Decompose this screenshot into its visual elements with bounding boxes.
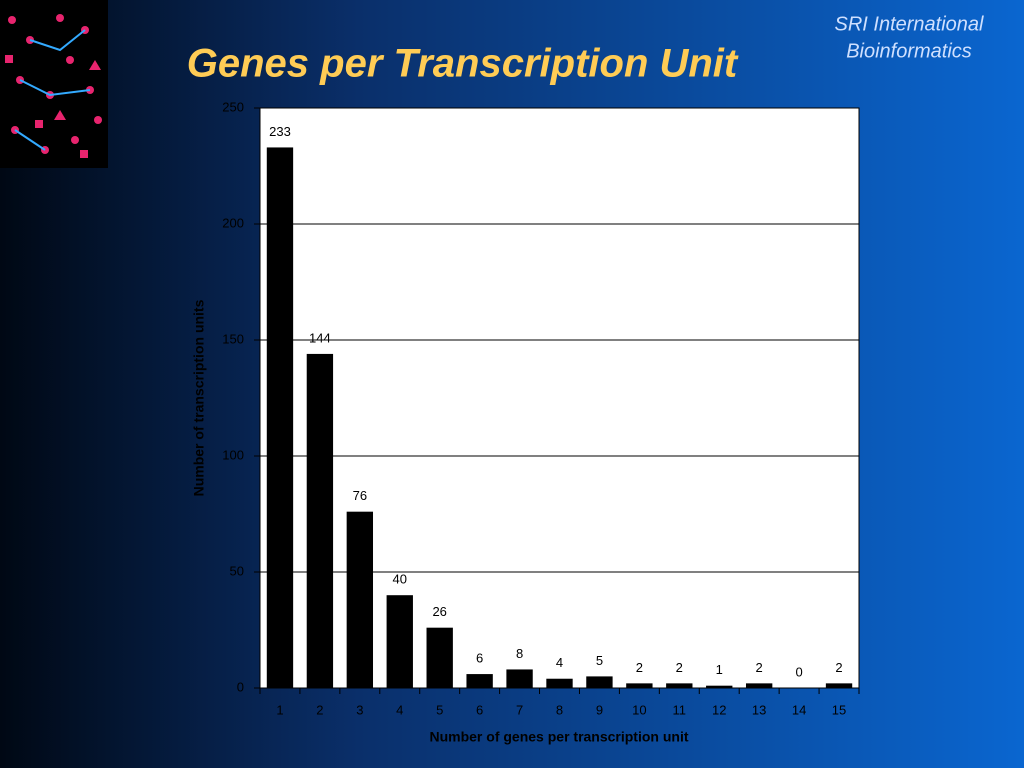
y-tick-label: 150 xyxy=(222,331,244,346)
bar xyxy=(266,147,294,688)
x-tick-label: 1 xyxy=(276,702,283,717)
x-tick-label: 4 xyxy=(396,702,403,717)
data-label: 6 xyxy=(476,651,483,666)
decor-image xyxy=(0,0,108,168)
data-label: 2 xyxy=(676,660,683,675)
x-tick-label: 8 xyxy=(556,702,563,717)
bar xyxy=(586,676,613,688)
bar xyxy=(666,683,693,688)
y-tick-label: 100 xyxy=(222,447,244,462)
data-label: 26 xyxy=(432,604,446,619)
bar xyxy=(466,674,493,688)
data-label: 8 xyxy=(516,646,523,661)
data-label: 40 xyxy=(393,572,407,587)
data-label: 2 xyxy=(835,660,842,675)
x-axis-label: Number of genes per transcription unit xyxy=(429,729,688,745)
x-tick-label: 3 xyxy=(356,702,363,717)
x-tick-label: 11 xyxy=(673,702,687,717)
data-label: 2 xyxy=(756,660,763,675)
data-label: 144 xyxy=(309,330,331,345)
bar xyxy=(546,678,573,688)
y-axis-label: Number of transcription units xyxy=(191,299,207,496)
x-tick-label: 5 xyxy=(436,702,443,717)
y-tick-label: 50 xyxy=(230,563,244,578)
bar xyxy=(306,353,334,688)
x-tick-label: 13 xyxy=(752,702,766,717)
data-label: 0 xyxy=(795,664,802,679)
data-label: 5 xyxy=(596,653,603,668)
chart-title: Genes per Transcription Unit xyxy=(187,42,739,86)
x-tick-label: 6 xyxy=(476,702,483,717)
bar xyxy=(426,627,453,688)
bar xyxy=(745,683,773,688)
bar xyxy=(825,683,853,688)
bar xyxy=(706,685,733,688)
x-tick-label: 7 xyxy=(516,702,523,717)
bar xyxy=(506,669,533,688)
x-tick-label: 10 xyxy=(632,702,646,717)
bar xyxy=(346,511,374,688)
y-tick-label: 250 xyxy=(222,99,244,114)
org-dept: Bioinformatics xyxy=(846,40,972,62)
data-label: 4 xyxy=(556,655,563,670)
x-tick-label: 12 xyxy=(712,702,726,717)
x-tick-label: 14 xyxy=(792,702,806,717)
x-tick-label: 2 xyxy=(316,702,323,717)
org-name: SRI International xyxy=(835,13,985,35)
data-label: 233 xyxy=(269,124,291,139)
x-tick-label: 9 xyxy=(596,702,603,717)
y-tick-label: 200 xyxy=(222,215,244,230)
y-tick-label: 0 xyxy=(237,679,244,694)
bar xyxy=(386,595,413,688)
bar xyxy=(626,683,653,688)
data-label: 2 xyxy=(636,660,643,675)
data-label: 1 xyxy=(716,662,723,677)
x-tick-label: 15 xyxy=(832,702,846,717)
data-label: 76 xyxy=(353,488,367,503)
